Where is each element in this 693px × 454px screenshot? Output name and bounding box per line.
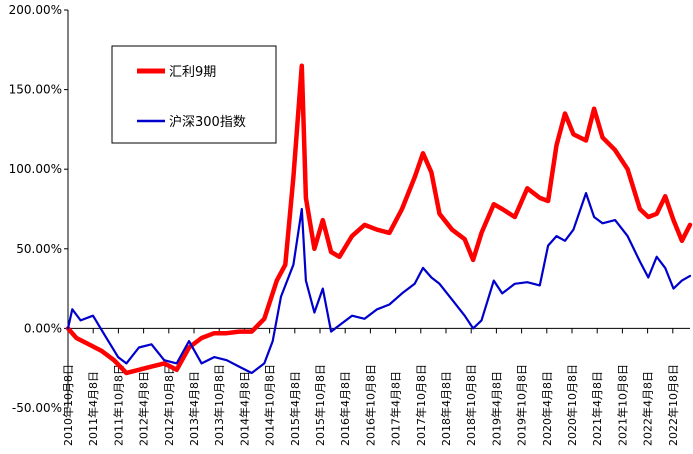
x-tick-label: 2012年4月8日	[137, 371, 151, 446]
x-tick-label: 2012年10月8日	[162, 364, 176, 446]
x-tick-label: 2021年4月8日	[590, 371, 604, 446]
y-tick-label: 100.00%	[9, 162, 62, 176]
x-tick-label: 2019年10月8日	[515, 364, 529, 446]
y-axis: -50.00% 0.00% 50.00% 100.00% 150.00% 200.00%	[9, 3, 69, 415]
x-tick-label: 2013年10月8日	[212, 364, 226, 446]
x-tick-label: 2020年10月8日	[565, 364, 579, 446]
x-tick-label: 2022年4月8日	[641, 371, 655, 446]
x-tick-label: 2017年4月8日	[389, 371, 403, 446]
legend-label-series-1: 汇利9期	[169, 65, 216, 80]
x-tick-label: 2013年4月8日	[187, 371, 201, 446]
series-line-1	[65, 63, 693, 376]
y-tick-label: 0.00%	[24, 321, 62, 335]
x-tick-label: 2019年4月8日	[489, 371, 503, 446]
x-tick-label: 2021年10月8日	[615, 364, 629, 446]
series-lines	[65, 63, 693, 376]
x-tick-label: 2010年10月8日	[61, 364, 75, 446]
x-tick-label: 2022年10月8日	[666, 364, 680, 446]
x-tick-label: 2017年10月8日	[414, 364, 428, 446]
y-tick-label: -50.00%	[12, 401, 62, 415]
x-tick-label: 2015年4月8日	[288, 371, 302, 446]
legend-label-series-2: 沪深300指数	[169, 114, 246, 130]
legend-box	[111, 45, 277, 144]
x-tick-label: 2020年4月8日	[540, 371, 554, 446]
x-tick-label: 2016年4月8日	[338, 371, 352, 446]
y-tick-label: 150.00%	[9, 83, 62, 97]
series-line-2	[66, 192, 692, 375]
x-tick-label: 2015年10月8日	[313, 364, 327, 446]
x-tick-label: 2011年4月8日	[86, 371, 100, 446]
x-tick-label: 2018年10月8日	[464, 364, 478, 446]
legend: 汇利9期 沪深300指数	[111, 45, 277, 144]
x-tick-label: 2011年10月8日	[111, 364, 125, 446]
x-tick-label: 2014年10月8日	[263, 364, 277, 446]
x-tick-label: 2014年4月8日	[237, 371, 251, 446]
x-tick-label: 2018年4月8日	[439, 371, 453, 446]
x-axis: 2010年10月8日 2011年4月8日 2011年10月8日 2012年4月8日 20…	[61, 327, 690, 446]
x-tick-label: 2016年10月8日	[363, 364, 377, 446]
y-tick-label: 200.00%	[9, 3, 62, 17]
y-tick-label: 50.00%	[16, 242, 62, 256]
